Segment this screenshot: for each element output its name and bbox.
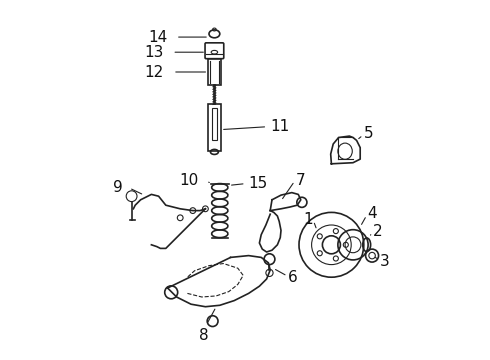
Text: 8: 8 bbox=[199, 328, 208, 343]
FancyBboxPatch shape bbox=[205, 43, 224, 59]
Text: 10: 10 bbox=[179, 172, 198, 188]
Text: 15: 15 bbox=[248, 176, 268, 191]
Text: 1: 1 bbox=[303, 212, 313, 227]
Text: 2: 2 bbox=[373, 224, 382, 239]
Text: 14: 14 bbox=[148, 30, 168, 45]
Text: 7: 7 bbox=[295, 172, 305, 188]
Text: 4: 4 bbox=[368, 206, 377, 221]
Text: 6: 6 bbox=[288, 270, 298, 285]
Text: 3: 3 bbox=[380, 253, 390, 269]
Text: 11: 11 bbox=[270, 119, 290, 134]
Text: 9: 9 bbox=[113, 180, 122, 195]
Bar bbox=[208, 104, 221, 151]
Bar bbox=[208, 59, 220, 85]
Bar bbox=[212, 108, 217, 140]
Text: 13: 13 bbox=[145, 45, 164, 60]
Text: 5: 5 bbox=[364, 126, 373, 141]
Text: 12: 12 bbox=[145, 64, 164, 80]
